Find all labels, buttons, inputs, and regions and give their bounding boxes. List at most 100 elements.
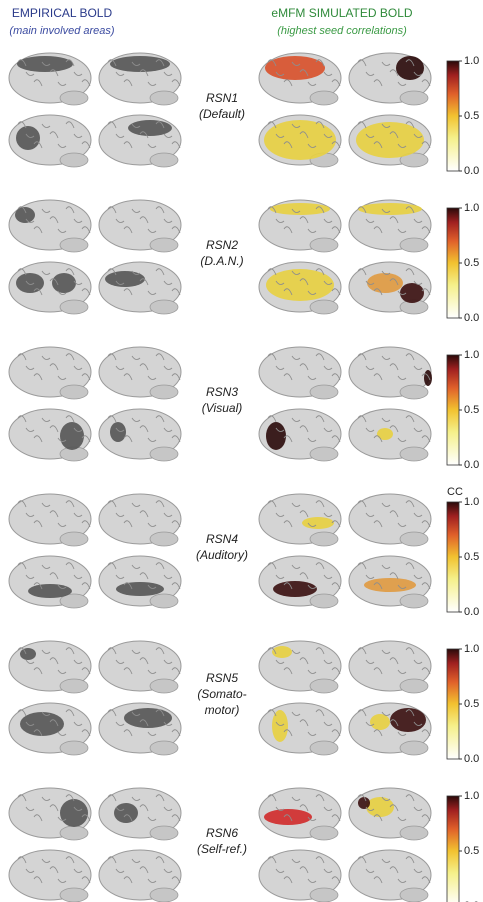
activation-patch [302, 517, 334, 529]
activation-patch [273, 581, 317, 597]
network-label: RSN5 [206, 671, 238, 685]
brain [259, 556, 341, 608]
cerebellum [310, 679, 338, 693]
brain [349, 347, 432, 399]
activation-patch [390, 708, 426, 732]
cerebellum [310, 888, 338, 902]
cerebellum [60, 826, 88, 840]
brain [9, 703, 91, 755]
network-label: (Somato- [197, 687, 246, 701]
cerebellum [310, 238, 338, 252]
brain [99, 703, 181, 755]
cerebellum [60, 238, 88, 252]
cerebellum [400, 594, 428, 608]
cerebellum [400, 447, 428, 461]
colorbar-tick-label: 1.0 [464, 349, 479, 361]
colorbar-tick-label: 0.0 [464, 459, 479, 471]
brain [99, 850, 181, 902]
cerebellum [150, 741, 178, 755]
brain [349, 200, 431, 252]
cerebellum [60, 532, 88, 546]
activation-patch [114, 803, 138, 823]
cerebellum [150, 91, 178, 105]
network-label: RSN4 [206, 532, 238, 546]
left-title: EMPIRICAL BOLD [12, 6, 113, 20]
brain [349, 703, 431, 755]
brain [259, 347, 341, 399]
cerebellum [400, 238, 428, 252]
activation-patch [377, 428, 393, 440]
activation-patch [15, 207, 35, 223]
colorbar-tick-label: 1.0 [464, 496, 479, 508]
brain [9, 347, 91, 399]
brain [349, 409, 431, 461]
colorbar-tick-label: 1.0 [464, 55, 479, 67]
figure: EMPIRICAL BOLD (main involved areas) eMF… [0, 0, 483, 902]
colorbar-label: CC [447, 486, 463, 498]
cerebellum [400, 826, 428, 840]
cerebellum [150, 594, 178, 608]
colorbar-tick-label: 1.0 [464, 202, 479, 214]
brain [99, 200, 181, 252]
brain [259, 788, 341, 840]
brain [259, 641, 341, 693]
cerebellum [150, 300, 178, 314]
colorbar [447, 649, 459, 759]
brain [99, 347, 181, 399]
brain [259, 494, 341, 546]
cerebellum [150, 679, 178, 693]
brain [259, 262, 341, 314]
brain [349, 494, 431, 546]
cerebellum [310, 91, 338, 105]
cerebellum [310, 385, 338, 399]
cerebellum [60, 300, 88, 314]
activation-patch [265, 56, 325, 80]
colorbar-tick-label: 0.5 [464, 845, 479, 857]
cerebellum [60, 741, 88, 755]
right-subtitle: (highest seed correlations) [277, 25, 407, 37]
brain [9, 53, 91, 105]
activation-patch [266, 422, 286, 450]
cerebellum [150, 826, 178, 840]
brain [349, 788, 431, 840]
colorbar-tick-label: 0.5 [464, 257, 479, 269]
brain [99, 115, 181, 167]
activation-patch [358, 797, 370, 809]
brain [9, 494, 91, 546]
brain [349, 850, 431, 902]
cerebellum [150, 532, 178, 546]
network-label: (Auditory) [196, 548, 248, 562]
brain [349, 262, 431, 314]
cerebellum [150, 153, 178, 167]
cerebellum [310, 594, 338, 608]
colorbar-tick-label: 1.0 [464, 643, 479, 655]
network-label: RSN1 [206, 91, 238, 105]
colorbar-tick-label: 0.0 [464, 165, 479, 177]
cerebellum [400, 679, 428, 693]
activation-patch [270, 203, 330, 215]
activation-patch [264, 809, 312, 825]
brain [349, 556, 431, 608]
colorbar [447, 355, 459, 465]
activation-patch [60, 799, 88, 827]
activation-patch [60, 422, 84, 450]
brain [349, 115, 431, 167]
colorbar-tick-label: 0.5 [464, 698, 479, 710]
cerebellum [60, 888, 88, 902]
brain [99, 409, 181, 461]
activation-patch [370, 714, 390, 730]
cerebellum [400, 532, 428, 546]
brain [9, 850, 91, 902]
network-label: (Default) [199, 107, 245, 121]
network-label: RSN6 [206, 826, 238, 840]
cerebellum [150, 385, 178, 399]
network-label: (Self-ref.) [197, 842, 247, 856]
cerebellum [400, 888, 428, 902]
right-title: eMFM SIMULATED BOLD [271, 6, 412, 20]
cerebellum [400, 741, 428, 755]
colorbar [447, 61, 459, 171]
network-label: RSN2 [206, 238, 238, 252]
cerebellum [310, 532, 338, 546]
activation-patch [116, 582, 164, 596]
cerebellum [400, 91, 428, 105]
